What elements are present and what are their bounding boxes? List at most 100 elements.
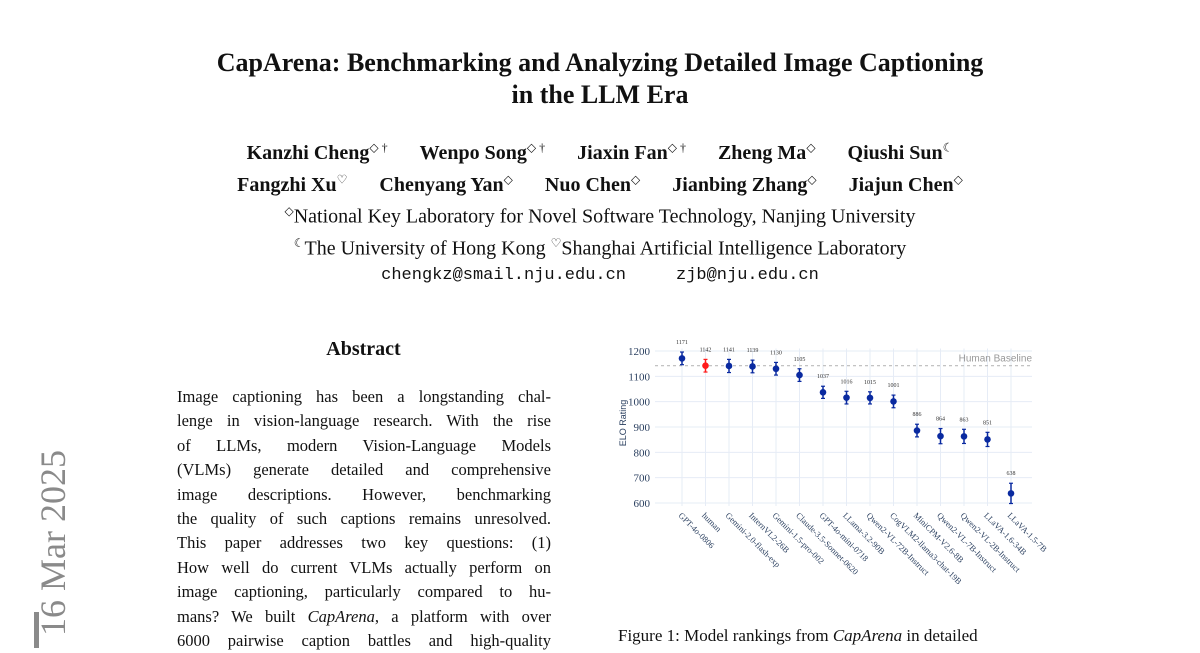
emphasis: CapArena <box>832 626 903 645</box>
elo-chart: 600 700 800 900 1000 1100 1200 ELO Rating Human … <box>618 340 1049 586</box>
abstract-line: How well do current VLMs actually perfor… <box>177 557 551 577</box>
y-tick-label: 1200 <box>628 346 651 358</box>
data-point <box>866 394 874 402</box>
human-baseline-label: Human Baseline <box>959 354 1033 365</box>
author-affiliation-mark: ☾ <box>942 140 954 154</box>
data-point <box>749 363 756 370</box>
text: Figure 1: Model rankings from <box>618 626 833 645</box>
authors-line-1: Kanzhi Cheng◇ † Wenpo Song◇ † Jiaxin Fan◇ … <box>0 140 1200 165</box>
author-affiliation-mark: ◇ <box>806 140 816 154</box>
abstract-line: image captioning, particularly compared … <box>177 582 551 602</box>
author-name: Fangzhi Xu <box>237 173 337 196</box>
data-label: 1016 <box>841 379 853 385</box>
author-name: Jianbing Zhang <box>672 173 808 196</box>
author-name: Chenyang Yan <box>379 173 504 196</box>
abstract-line: image descriptions. However, benchmarkin… <box>177 484 551 504</box>
paper-title: CapArena: Benchmarking and Analyzing Det… <box>0 47 1200 111</box>
email[interactable]: chengkz@smail.nju.edu.cn <box>381 266 626 285</box>
author: Kanzhi Cheng◇ † <box>246 140 388 164</box>
data-label: 864 <box>936 417 945 423</box>
data-point <box>772 365 780 373</box>
author-affiliation-mark: ◇ † <box>667 140 686 154</box>
data-point <box>725 362 733 370</box>
author: Jianbing Zhang◇ <box>672 172 817 196</box>
affiliation-mark: ◇ <box>284 204 294 218</box>
data-label: 1001 <box>888 383 900 389</box>
data-point <box>819 389 827 396</box>
author: Wenpo Song◇ † <box>419 140 546 164</box>
text: in detailed <box>902 626 978 645</box>
data-label: 638 <box>1007 471 1016 477</box>
data-point <box>796 371 803 379</box>
data-label: 1171 <box>676 340 688 346</box>
author-name: Nuo Chen <box>544 173 632 196</box>
data-label: 886 <box>913 412 922 418</box>
emails: chengkz@smail.nju.edu.cn zjb@nju.edu.cn <box>0 266 1200 285</box>
affiliation-2: ☾The University of Hong Kong ♡Shanghai A… <box>0 236 1200 261</box>
data-label: 1142 <box>700 347 712 353</box>
data-label: 1105 <box>794 357 806 363</box>
data-point <box>937 432 944 440</box>
abstract-line: Image captioning has been a longstanding… <box>177 387 551 406</box>
arxiv-stamp: 16 Mar 2025 <box>33 450 73 636</box>
author-affiliation-mark: ◇ <box>807 172 817 186</box>
data-label: 1141 <box>723 347 735 353</box>
author: Nuo Chen◇ <box>544 172 641 196</box>
affiliation-text: National Key Laboratory for Novel Softwa… <box>293 205 916 228</box>
title-line-1: CapArena: Benchmarking and Analyzing Det… <box>216 48 984 77</box>
author-name: Jiaxin Fan <box>577 141 668 164</box>
abstract-line: mans? We built CapArena, a platform with… <box>177 605 551 629</box>
affiliation-text: Shanghai Artificial Intelligence Laborat… <box>561 237 907 260</box>
arxiv-stamp-bar <box>34 612 39 648</box>
y-tick-label: 1100 <box>628 371 650 383</box>
authors-line-2: Fangzhi Xu♡ Chenyang Yan◇ Nuo Chen◇ Jianbin… <box>0 172 1200 197</box>
author: Qiushi Sun☾ <box>847 140 954 164</box>
y-tick-label: 900 <box>634 422 651 434</box>
abstract-line: 6000 pairwise caption battles and high-q… <box>177 631 551 651</box>
y-tick-label: 1000 <box>628 397 651 409</box>
author: Zheng Ma◇ <box>717 140 816 164</box>
author-name: Qiushi Sun <box>847 141 943 164</box>
data-label: 1015 <box>864 380 876 386</box>
email[interactable]: zjb@nju.edu.cn <box>676 266 819 285</box>
y-tick-label: 800 <box>634 447 651 459</box>
data-point <box>960 433 968 440</box>
data-point <box>984 436 991 443</box>
author: Jiaxin Fan◇ † <box>577 140 686 164</box>
author-name: Zheng Ma <box>717 141 807 164</box>
y-axis-label: ELO Rating <box>618 400 628 447</box>
data-label: 1139 <box>747 348 759 354</box>
author-affiliation-mark: ◇ † <box>526 140 546 154</box>
abstract-line: of LLMs, modern Vision-Language Models <box>177 435 551 455</box>
abstract-line: This paper addresses two key questions: … <box>177 533 551 553</box>
emphasis: CapArena <box>307 606 375 626</box>
author-name: Jiajun Chen <box>848 173 954 196</box>
data-point <box>913 427 921 434</box>
author-name: Kanzhi Cheng <box>246 141 370 164</box>
y-tick-label: 600 <box>634 498 651 510</box>
author-name: Wenpo Song <box>419 141 527 164</box>
y-tick-label: 700 <box>634 473 651 485</box>
abstract-body: Image captioning has been a longstanding… <box>177 385 551 653</box>
data-label: 851 <box>983 420 992 426</box>
author-affiliation-mark: ◇ <box>953 172 963 186</box>
author-affiliation-mark: ◇ † <box>369 140 388 154</box>
data-point <box>843 394 850 401</box>
abstract-heading: Abstract <box>326 338 401 360</box>
data-label: 863 <box>960 417 969 423</box>
abstract-line: lenge in vision-language research. With … <box>177 411 551 431</box>
data-label: 1037 <box>817 374 829 380</box>
author-affiliation-mark: ◇ <box>503 172 513 186</box>
data-point <box>678 355 686 362</box>
text: mans? We built <box>177 606 308 626</box>
author: Fangzhi Xu♡ <box>237 172 348 196</box>
title-line-2: in the LLM Era <box>511 80 689 109</box>
text: , a platform with over <box>374 606 552 626</box>
abstract-line: (VLMs) generate detailed and comprehensi… <box>177 460 551 480</box>
data-point <box>890 398 897 405</box>
author: Jiajun Chen◇ <box>848 172 963 196</box>
affiliation-text: The University of Hong Kong <box>304 237 551 260</box>
author-affiliation-mark: ◇ <box>631 172 641 186</box>
author-affiliation-mark: ♡ <box>336 172 348 186</box>
data-point <box>702 362 709 370</box>
